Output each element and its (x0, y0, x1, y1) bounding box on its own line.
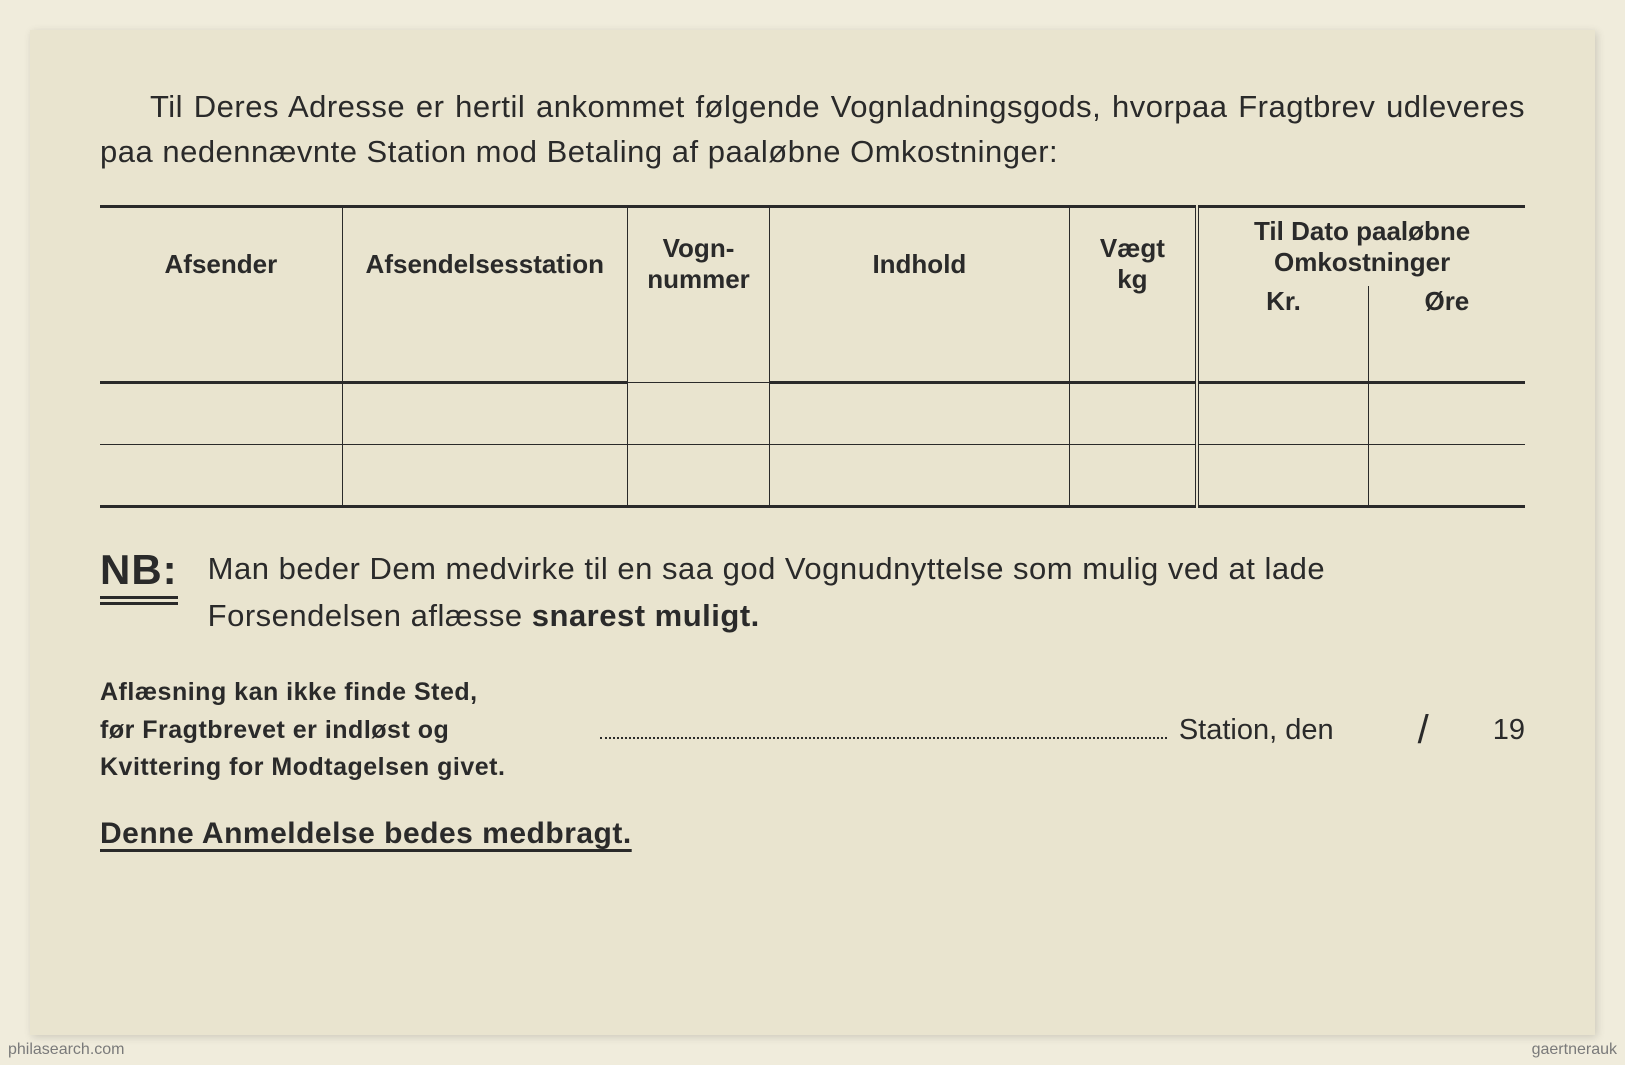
table-cell[interactable] (1069, 383, 1197, 445)
table-cell[interactable] (342, 321, 627, 383)
table-cell[interactable] (1368, 445, 1525, 507)
col-afsendelsesstation: Afsendelsesstation (342, 206, 627, 321)
year-prefix: 19 (1493, 714, 1525, 747)
station-line: Station, den / 19 (600, 674, 1525, 749)
table-cell[interactable] (627, 383, 770, 445)
table-cell[interactable] (770, 445, 1069, 507)
table-cell[interactable] (1197, 383, 1368, 445)
watermark-right: gaertnerauk (1532, 1041, 1617, 1059)
table-cell[interactable] (627, 321, 770, 383)
col-ore: Øre (1368, 286, 1525, 321)
footer-instruction: Denne Anmeldelse bedes medbragt. (100, 817, 1525, 851)
col-afsender: Afsender (100, 206, 342, 321)
intro-text: Til Deres Adresse er hertil ankommet føl… (100, 89, 1525, 169)
freight-table: Afsender Afsendelsesstation Vogn- nummer… (100, 205, 1525, 509)
station-label: Station, den (1179, 714, 1334, 747)
table-cell[interactable] (100, 445, 342, 507)
col-vognnummer: Vogn- nummer (627, 206, 770, 321)
nb-block: NB: Man beder Dem medvirke til en saa go… (100, 546, 1525, 639)
fineprint: Aflæsning kan ikke finde Sted, før Fragt… (100, 674, 580, 787)
col-kr: Kr. (1197, 286, 1368, 321)
table-cell[interactable] (770, 383, 1069, 445)
table-cell[interactable] (100, 383, 342, 445)
station-blank[interactable] (600, 715, 1167, 739)
table-cell[interactable] (1069, 321, 1197, 383)
nb-text: Man beder Dem medvirke til en saa god Vo… (208, 546, 1525, 639)
col-vaegt: Vægt kg (1069, 206, 1197, 321)
table-cell[interactable] (100, 321, 342, 383)
table-cell[interactable] (770, 321, 1069, 383)
table-cell[interactable] (342, 383, 627, 445)
watermark-left: philasearch.com (8, 1041, 125, 1059)
nb-label: NB: (100, 546, 178, 599)
table-cell[interactable] (627, 445, 770, 507)
date-slash: / (1418, 708, 1429, 753)
lower-block: Aflæsning kan ikke finde Sted, før Fragt… (100, 674, 1525, 787)
col-indhold: Indhold (770, 206, 1069, 321)
table-cell[interactable] (1069, 445, 1197, 507)
intro-paragraph: Til Deres Adresse er hertil ankommet føl… (100, 85, 1525, 175)
col-omkostninger: Til Dato paaløbne Omkostninger (1197, 206, 1525, 286)
table-cell[interactable] (1197, 321, 1368, 383)
table-cell[interactable] (1368, 321, 1525, 383)
table-cell[interactable] (342, 445, 627, 507)
table-cell[interactable] (1368, 383, 1525, 445)
freight-notice-card: Til Deres Adresse er hertil ankommet føl… (30, 30, 1595, 1035)
table-cell[interactable] (1197, 445, 1368, 507)
